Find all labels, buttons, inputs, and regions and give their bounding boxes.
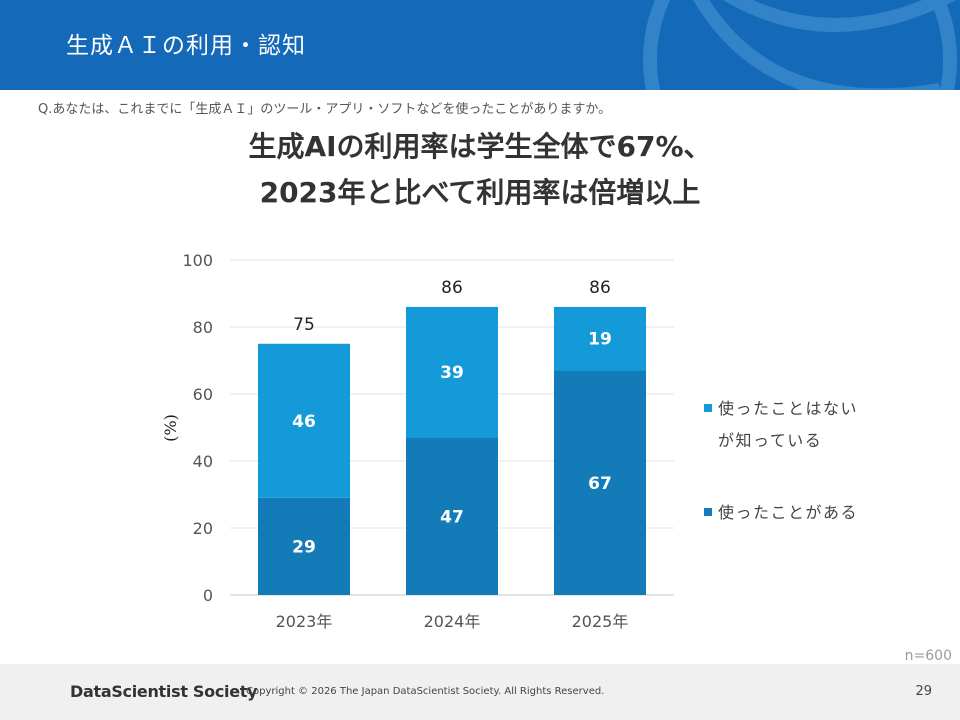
globe-decoration-icon (643, 0, 957, 90)
y-axis-label: (%) (161, 414, 180, 442)
y-tick-label: 60 (193, 385, 213, 404)
company-logo: DataScientist Society (70, 682, 258, 701)
y-tick-label: 80 (193, 318, 213, 337)
segment-value-label: 29 (292, 537, 316, 557)
bar-segment (554, 306, 646, 371)
segment-value-label: 46 (292, 412, 316, 432)
segment-value-label: 67 (588, 474, 612, 494)
headline-line-1: 生成AIの利用率は学生全体で67%、 (248, 130, 712, 163)
slide-title: 生成ＡＩの利用・認知 (66, 33, 306, 59)
y-tick-label: 20 (193, 519, 213, 538)
headline-line-2: 2023年と比べて利用率は倍増以上 (259, 176, 701, 209)
legend-swatch-aware (704, 404, 712, 412)
legend-swatch-used (704, 508, 712, 516)
segment-value-label: 19 (588, 330, 612, 350)
total-value-label: 86 (589, 278, 611, 298)
legend: 使ったことはない が知っている 使ったことがある (704, 399, 858, 522)
chart-headline: 生成AIの利用率は学生全体で67%、 2023年と比べて利用率は倍増以上 (0, 124, 960, 216)
slide-footer: DataScientist Society Copyright © 2026 T… (0, 664, 960, 720)
legend-label-aware-line1: 使ったことはない (718, 399, 858, 418)
x-tick-label: 2025年 (572, 612, 629, 631)
total-value-label: 75 (293, 315, 315, 335)
y-axis-ticks: 0 20 40 60 80 100 (182, 251, 213, 605)
x-axis-ticks: 2023年 2024年 2025年 (276, 612, 629, 631)
copyright-notice: Copyright © 2026 The Japan DataScientist… (246, 686, 605, 697)
segment-value-label: 39 (440, 363, 464, 383)
legend-label-used: 使ったことがある (718, 503, 858, 522)
sample-size-label: n=600 (904, 648, 952, 664)
y-tick-label: 40 (193, 452, 213, 471)
data-labels: 29 46 75 47 39 86 67 19 86 (292, 278, 612, 558)
survey-question: Q.あなたは、これまでに「生成ＡＩ」のツール・アプリ・ソフトなどを使ったことがあ… (38, 102, 612, 117)
page-number: 29 (915, 684, 932, 699)
legend-label-aware-line2: が知っている (718, 431, 822, 450)
x-tick-label: 2023年 (276, 612, 333, 631)
bar-segment (406, 437, 498, 595)
bar-segment (258, 497, 350, 595)
y-tick-label: 100 (182, 251, 213, 270)
bar-segment (554, 370, 646, 595)
y-tick-label: 0 (203, 586, 213, 605)
x-tick-label: 2024年 (424, 612, 481, 631)
segment-value-label: 47 (440, 507, 464, 527)
stacked-bar-chart: 0 20 40 60 80 100 (%) 29 46 75 47 39 86 67 19 86 2023… (161, 251, 858, 631)
slide-header: 生成ＡＩの利用・認知 (0, 0, 960, 90)
bar-segment (406, 306, 498, 438)
bar-segment (258, 343, 350, 498)
bars (258, 306, 646, 595)
total-value-label: 86 (441, 278, 463, 298)
